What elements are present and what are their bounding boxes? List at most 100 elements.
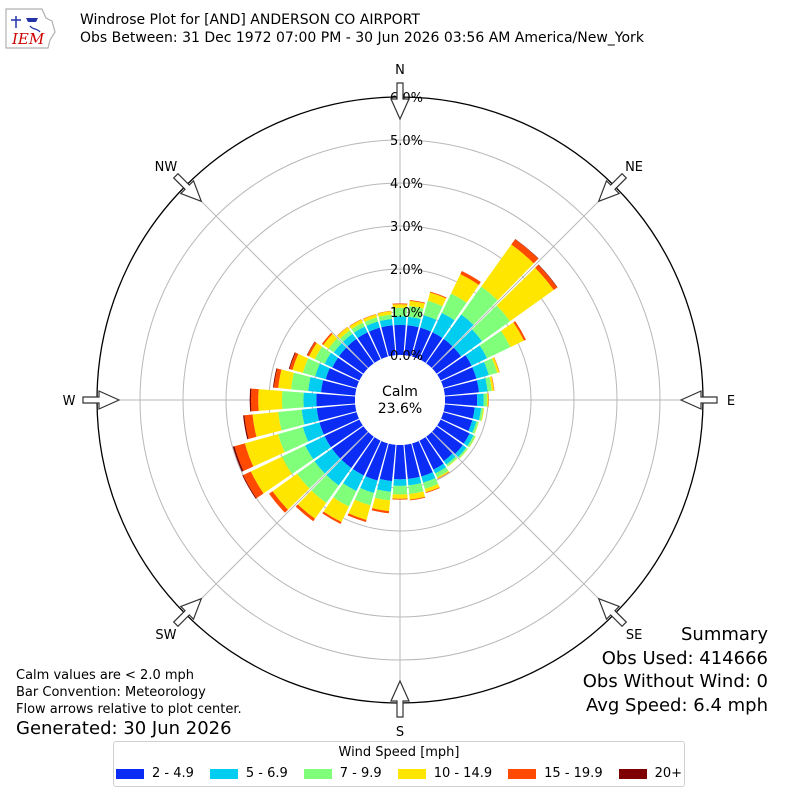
bar-dir20-bin4 xyxy=(430,291,447,299)
bar-dir300-bin5 xyxy=(306,341,315,356)
bar-dir340-bin0 xyxy=(368,327,388,360)
bar-dir130-bin1 xyxy=(455,444,467,458)
bar-dir290-bin4 xyxy=(289,352,299,370)
arrow-e xyxy=(679,390,718,410)
bar-dir180-bin3 xyxy=(392,494,408,499)
bar-dir70-bin2 xyxy=(484,358,498,376)
legend-item: 20+ xyxy=(618,766,683,781)
bar-dir180-bin0 xyxy=(393,444,407,480)
calm-label: Calm xyxy=(382,384,418,400)
bar-dir140-bin2 xyxy=(446,456,458,467)
bar-dir90-bin1 xyxy=(477,393,484,407)
grid-spoke-sw xyxy=(185,431,369,615)
bar-dir300-bin2 xyxy=(314,346,331,364)
bar-dir180-bin1 xyxy=(393,479,407,486)
legend-item: 5 - 6.9 xyxy=(209,766,288,781)
calm-note: Calm values are < 2.0 mph xyxy=(16,668,195,683)
bar-dir230-bin1 xyxy=(314,448,341,474)
direction-label-sw: SW xyxy=(155,628,176,643)
bar-dir120-bin2 xyxy=(467,435,476,448)
radial-tick-label: 1.0% xyxy=(390,306,423,321)
bar-dir50-bin2 xyxy=(472,305,511,342)
bar-dir200-bin0 xyxy=(365,440,388,481)
bar-dir160-bin4 xyxy=(425,487,440,494)
bar-dir20-bin2 xyxy=(423,300,443,320)
bar-dir200-bin4 xyxy=(347,513,367,523)
bar-dir10-bin0 xyxy=(404,325,419,357)
legend-label: 15 - 19.9 xyxy=(544,766,603,781)
legend-swatch xyxy=(115,768,144,779)
bar-dir10-bin4 xyxy=(409,300,425,304)
bar-dir260-bin1 xyxy=(301,408,319,425)
bar-dir0-bin0 xyxy=(394,324,406,356)
bar-dir80-bin4 xyxy=(491,376,495,391)
bar-dir10-bin3 xyxy=(409,300,425,309)
bar-dir30-bin1 xyxy=(432,312,455,339)
bar-dir200-bin1 xyxy=(360,476,378,494)
bar-dir300-bin0 xyxy=(332,357,363,381)
summary-box: Summary Obs Used: 414666 Obs Without Win… xyxy=(583,623,768,717)
bar-dir290-bin2 xyxy=(302,358,320,377)
bar-dir220-bin1 xyxy=(326,459,352,486)
legend-swatch xyxy=(397,768,426,779)
bar-dir40-bin2 xyxy=(461,286,498,325)
bar-dir90-bin2 xyxy=(483,393,488,407)
bar-dir330-bin2 xyxy=(351,322,365,333)
bar-dir320-bin1 xyxy=(342,333,357,347)
bar-dir220-bin4 xyxy=(295,504,315,522)
bar-dir170-bin0 xyxy=(404,443,420,480)
bar-dir270-bin3 xyxy=(258,389,283,411)
bar-dir350-bin1 xyxy=(379,318,393,328)
bar-dir320-bin4 xyxy=(336,326,348,336)
legend-swatch xyxy=(303,768,332,779)
obs-without-wind: Obs Without Wind: 0 xyxy=(582,671,768,692)
bar-dir190-bin0 xyxy=(379,443,396,482)
bar-dir70-bin0 xyxy=(440,367,477,388)
direction-label-nw: NW xyxy=(155,160,178,175)
bar-dir260-bin2 xyxy=(278,409,305,431)
bar-dir190-bin1 xyxy=(377,478,393,492)
bar-dir240-bin4 xyxy=(243,471,264,499)
arrow-ne xyxy=(597,172,628,203)
legend-item: 15 - 19.9 xyxy=(508,766,603,781)
bar-dir290-bin0 xyxy=(325,368,360,388)
bar-dir310-bin4 xyxy=(321,332,333,346)
bar-dir120-bin1 xyxy=(463,433,474,447)
bar-dir150-bin2 xyxy=(435,467,449,478)
bar-dir130-bin2 xyxy=(458,447,468,459)
bar-dir280-bin5 xyxy=(273,368,278,388)
legend-label: 20+ xyxy=(654,766,683,781)
bar-dir300-bin4 xyxy=(307,341,317,357)
bar-dir140-bin0 xyxy=(426,432,453,462)
bar-dir90-bin3 xyxy=(486,393,489,407)
iem-logo: IEM xyxy=(5,8,56,49)
bar-dir190-bin2 xyxy=(374,489,391,501)
bar-dir160-bin2 xyxy=(423,478,439,489)
bar-dir200-bin2 xyxy=(354,487,375,506)
bar-dir240-bin5 xyxy=(242,475,257,499)
bar-dir170-bin1 xyxy=(407,476,422,486)
bar-dir0-bin2 xyxy=(392,307,408,317)
bar-dir230-bin0 xyxy=(331,426,368,459)
direction-label-e: E xyxy=(727,394,735,409)
bar-dir350-bin0 xyxy=(381,325,396,357)
chart-title: Windrose Plot for [AND] ANDERSON CO AIRP… xyxy=(80,12,420,28)
bar-dir260-bin5 xyxy=(243,415,249,440)
bar-dir40-bin5 xyxy=(515,238,539,259)
bar-dir20-bin0 xyxy=(412,327,432,360)
bar-dir250-bin2 xyxy=(277,427,309,453)
bar-dir330-bin3 xyxy=(349,319,363,330)
bar-dir260-bin4 xyxy=(244,414,257,439)
bar-dir250-bin3 xyxy=(244,434,285,467)
bar-dir280-bin2 xyxy=(291,372,311,391)
bar-dir250-bin5 xyxy=(232,446,244,472)
bar-dir270-bin0 xyxy=(316,393,356,407)
radial-tick-label: 0.0% xyxy=(390,349,423,364)
bar-dir210-bin1 xyxy=(342,469,364,491)
wind-bars xyxy=(232,238,558,524)
radial-tick-label: 4.0% xyxy=(390,177,423,192)
legend-items: 2 - 4.9 5 - 6.9 7 - 9.9 10 - 14.9 15 - 19.9 2… xyxy=(114,766,684,781)
bar-dir20-bin3 xyxy=(427,292,447,307)
bar-dir140-bin3 xyxy=(447,458,458,467)
